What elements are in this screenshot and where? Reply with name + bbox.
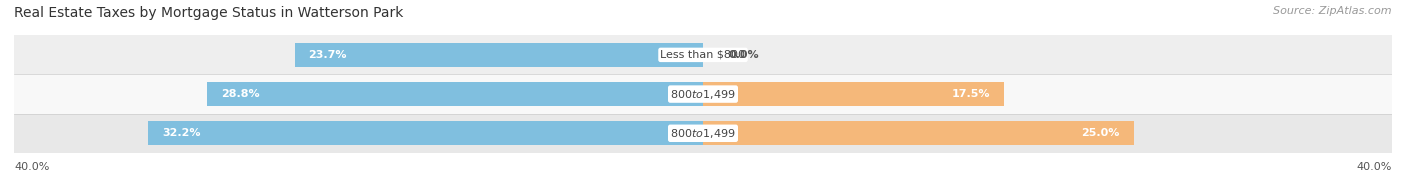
Text: 32.2%: 32.2% [162, 128, 201, 138]
Bar [14, 114, 1392, 153]
Legend: Without Mortgage, With Mortgage: Without Mortgage, With Mortgage [582, 193, 824, 196]
Bar [14, 74, 1392, 114]
Bar [703, 121, 1133, 145]
Bar [207, 82, 703, 106]
Text: 28.8%: 28.8% [221, 89, 259, 99]
Text: 0.0%: 0.0% [728, 50, 759, 60]
Text: Real Estate Taxes by Mortgage Status in Watterson Park: Real Estate Taxes by Mortgage Status in … [14, 6, 404, 20]
Text: 25.0%: 25.0% [1081, 128, 1119, 138]
Bar [14, 35, 1392, 74]
Text: 40.0%: 40.0% [14, 162, 49, 172]
Text: Source: ZipAtlas.com: Source: ZipAtlas.com [1274, 6, 1392, 16]
Text: $800 to $1,499: $800 to $1,499 [671, 88, 735, 101]
Bar [295, 43, 703, 67]
Bar [703, 82, 1004, 106]
Text: $800 to $1,499: $800 to $1,499 [671, 127, 735, 140]
Text: 17.5%: 17.5% [952, 89, 991, 99]
Text: 23.7%: 23.7% [308, 50, 347, 60]
Text: 40.0%: 40.0% [1357, 162, 1392, 172]
Text: Less than $800: Less than $800 [661, 50, 745, 60]
Bar [149, 121, 703, 145]
